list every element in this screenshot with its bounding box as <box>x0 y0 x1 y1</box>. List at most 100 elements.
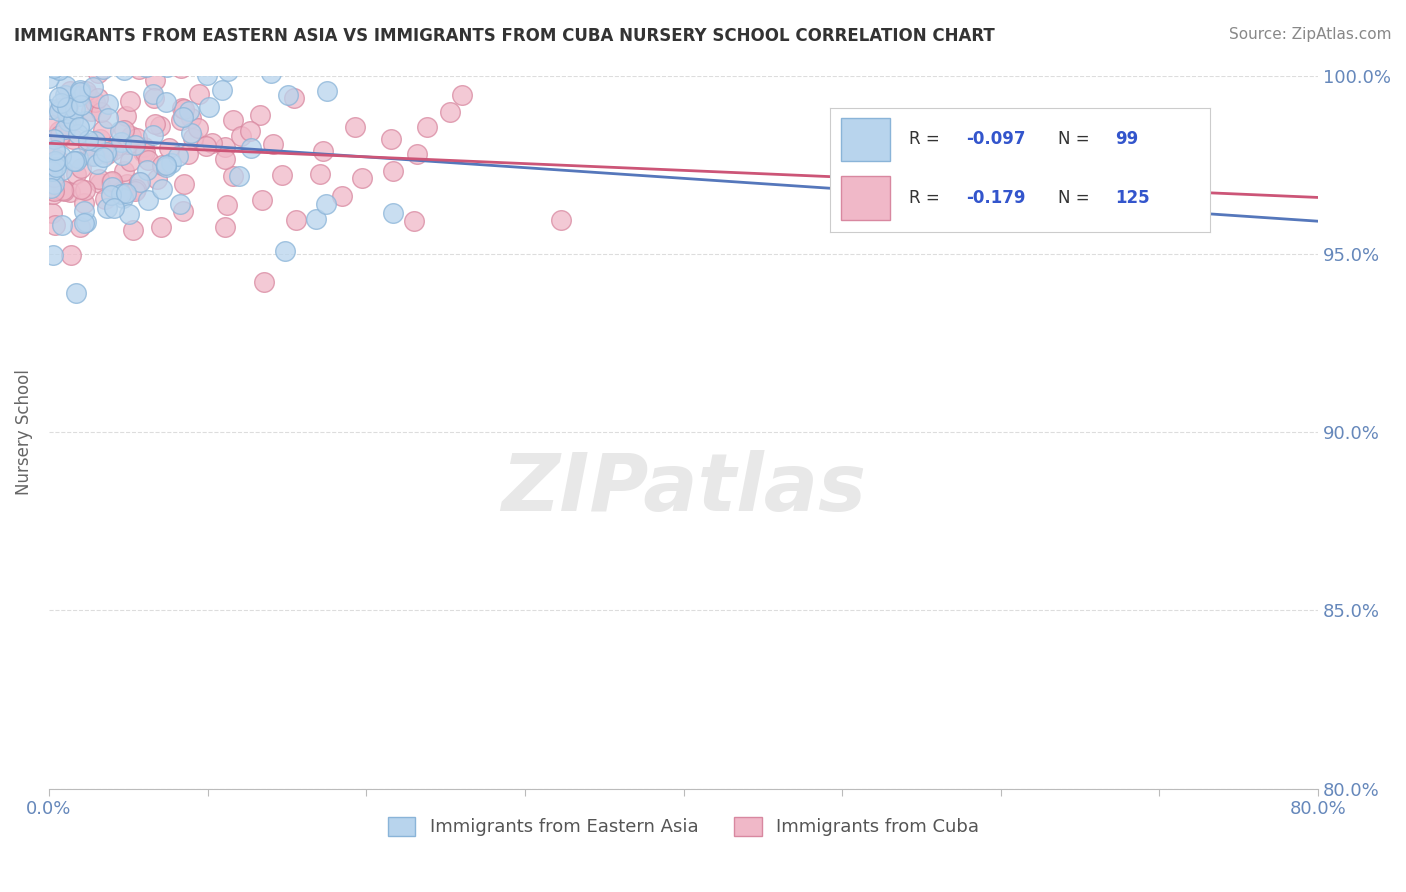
Y-axis label: Nursery School: Nursery School <box>15 369 32 495</box>
Point <box>195 139 218 153</box>
Point <box>115 109 138 123</box>
Point <box>82 149 104 163</box>
Point <box>260 66 283 80</box>
Point <box>170 61 193 75</box>
Point <box>187 87 209 101</box>
Point <box>89 132 111 146</box>
Point <box>65 285 87 300</box>
Point <box>118 95 141 109</box>
Point <box>65 167 87 181</box>
Point <box>86 157 108 171</box>
Point <box>53 122 76 136</box>
Point <box>170 101 193 115</box>
Point <box>70 161 93 176</box>
Point <box>101 143 124 157</box>
Point <box>56 114 79 128</box>
Point <box>76 138 98 153</box>
Point <box>93 140 115 154</box>
Point <box>173 178 195 192</box>
Point <box>217 63 239 78</box>
Point <box>229 129 252 144</box>
Point <box>253 275 276 289</box>
Point <box>311 144 333 158</box>
Point <box>118 207 141 221</box>
Point <box>152 182 174 196</box>
Point <box>330 189 353 203</box>
Point <box>94 192 117 206</box>
Point <box>101 174 124 188</box>
Point <box>115 186 138 201</box>
Point <box>110 185 132 199</box>
Point <box>249 108 271 122</box>
Point <box>83 149 105 163</box>
Point <box>59 84 82 98</box>
Point <box>172 111 194 125</box>
Point <box>143 72 166 87</box>
Point <box>90 105 112 120</box>
Point <box>66 151 89 165</box>
Point <box>240 141 263 155</box>
Point <box>53 54 76 68</box>
Point <box>45 160 67 174</box>
Point <box>277 88 299 103</box>
Text: ZIPatlas: ZIPatlas <box>501 450 866 528</box>
Point <box>55 106 77 120</box>
Point <box>134 145 156 159</box>
Point <box>83 95 105 109</box>
Point <box>283 91 305 105</box>
Point <box>96 147 118 161</box>
Point <box>77 133 100 147</box>
Point <box>222 113 245 128</box>
Point <box>42 247 65 261</box>
Point <box>49 101 72 115</box>
Point <box>42 177 65 191</box>
Point <box>136 193 159 207</box>
Point <box>87 172 110 186</box>
Point <box>122 223 145 237</box>
Point <box>53 184 76 198</box>
Point <box>128 62 150 76</box>
Point <box>49 128 72 143</box>
Point <box>44 184 66 198</box>
Point <box>87 91 110 105</box>
Point <box>352 171 374 186</box>
Point <box>63 102 86 116</box>
Point <box>91 123 114 137</box>
Point <box>124 184 146 198</box>
Point <box>150 158 173 172</box>
Point <box>91 62 114 76</box>
Point <box>127 131 149 145</box>
Point <box>41 164 63 178</box>
Point <box>271 169 294 183</box>
Point <box>135 162 157 177</box>
Text: IMMIGRANTS FROM EASTERN ASIA VS IMMIGRANTS FROM CUBA NURSERY SCHOOL CORRELATION : IMMIGRANTS FROM EASTERN ASIA VS IMMIGRAN… <box>14 27 995 45</box>
Point <box>155 95 177 109</box>
Point <box>97 96 120 111</box>
Point <box>157 141 180 155</box>
Point <box>98 51 121 65</box>
Point <box>142 128 165 143</box>
Point <box>48 104 70 119</box>
Point <box>75 84 97 98</box>
Point <box>135 60 157 74</box>
Point <box>53 87 76 102</box>
Point <box>181 130 204 145</box>
Point <box>128 175 150 189</box>
Point <box>100 180 122 194</box>
Point <box>129 176 152 190</box>
Point <box>215 197 238 211</box>
Point <box>239 124 262 138</box>
Point <box>380 132 402 146</box>
Point <box>166 149 188 163</box>
Point <box>76 88 98 103</box>
Point <box>69 182 91 196</box>
Point <box>155 51 177 65</box>
Point <box>48 124 70 138</box>
Point <box>108 51 131 65</box>
Point <box>180 127 202 141</box>
Point <box>67 89 90 103</box>
Point <box>103 201 125 215</box>
Point <box>65 154 87 169</box>
Point <box>72 57 94 71</box>
Point <box>180 111 202 125</box>
